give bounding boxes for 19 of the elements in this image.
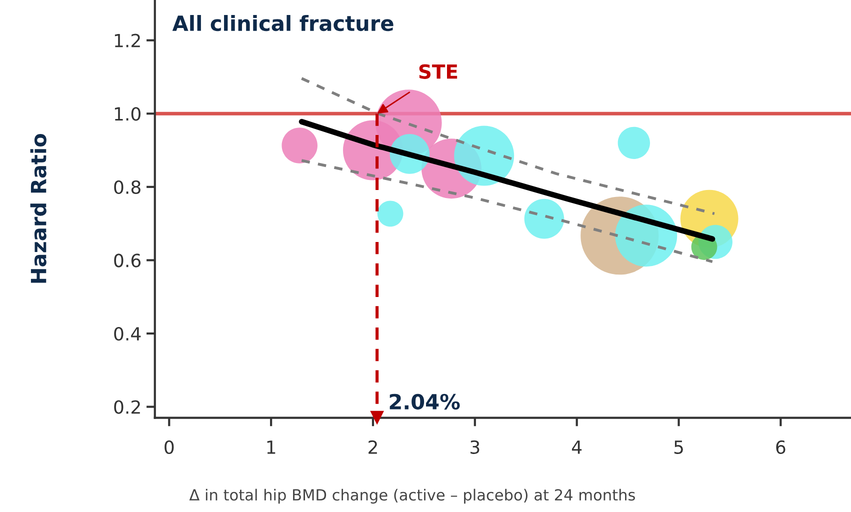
text: All clinical fracture [172, 14, 394, 32]
y-axis-title: Hazard Ratio [30, 134, 46, 283]
y-tick-label: 1.2 [114, 34, 140, 48]
x-tick-label: 4 [572, 440, 582, 454]
y-tick-label: 0.2 [114, 400, 140, 414]
y-tick-label: 1.0 [114, 107, 140, 121]
y-tick-label: 0.8 [114, 180, 140, 194]
x-tick-label: 2 [368, 440, 377, 454]
x-tick-label: 3 [470, 440, 480, 454]
x-tick-label: 5 [674, 440, 683, 454]
x-axis-title: Δ in total hip BMD change (active – placebo) at 24 months [189, 488, 635, 504]
x-tick-label: 6 [776, 440, 786, 454]
x-tick-label: 0 [164, 440, 174, 454]
x-tick-label: 1 [267, 440, 276, 454]
annotation: STE [419, 64, 458, 79]
y-tick-label: 0.6 [114, 254, 141, 268]
line-series [300, 77, 716, 216]
ref-line-label: 2.04% [390, 394, 460, 410]
y-tick-label: 0.4 [114, 326, 141, 341]
